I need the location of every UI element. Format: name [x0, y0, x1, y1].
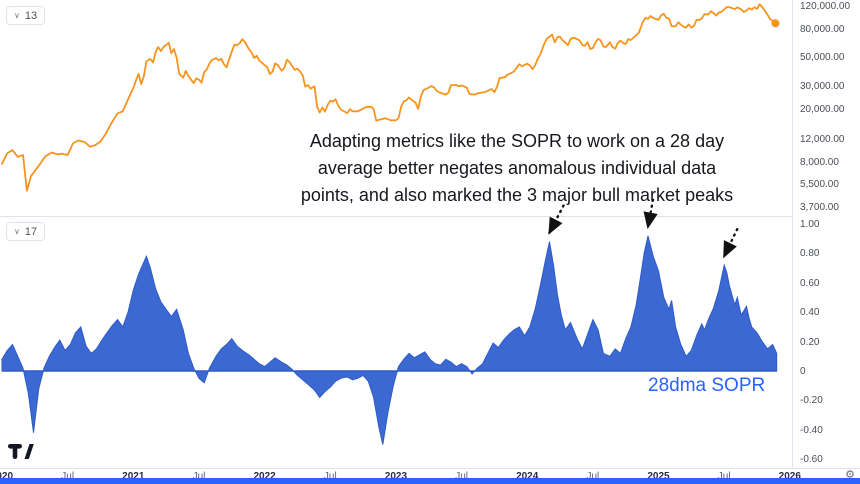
time-axis-label: Jul [717, 471, 731, 482]
horizontal-scrollbar[interactable] [0, 478, 860, 484]
time-axis-label: 2021 [122, 471, 145, 482]
time-axis-label: 2026 [778, 471, 801, 482]
time-axis-label: Jul [455, 471, 468, 482]
sopr-area-chart[interactable] [0, 217, 792, 468]
time-axis-label: 2020 [0, 471, 14, 482]
annotation-text: Adapting metrics like the SOPR to work o… [277, 128, 757, 209]
sopr-axis-label: -0.60 [800, 454, 823, 466]
time-axis-label: 2023 [384, 471, 408, 482]
time-axis-label: Jul [586, 471, 600, 482]
price-axis-label: 120,000.00 [800, 1, 851, 12]
price-axis-label: 8,000.00 [800, 157, 839, 169]
sopr-axis-label: -0.40 [800, 424, 823, 436]
time-axis-label: 2024 [516, 471, 539, 482]
price-pane[interactable] [0, 0, 792, 216]
sopr-pane[interactable] [0, 217, 792, 468]
time-axis-label: 2022 [253, 471, 276, 482]
time-axis-label: Jul [192, 471, 206, 482]
price-line-chart[interactable] [0, 0, 792, 216]
sopr-axis-label: 0.60 [800, 277, 820, 289]
sopr-series-label: 28dma SOPR [648, 375, 766, 396]
sopr-axis-label: 0.40 [800, 307, 820, 319]
price-pane-object-count: 13 [24, 9, 38, 22]
price-axis-label: 20,000.00 [800, 104, 845, 116]
time-axis-label: 2025 [647, 471, 670, 482]
sopr-pane-legend-toggle[interactable]: ∨ 17 [6, 222, 46, 241]
sopr-axis-label: 0.80 [800, 248, 820, 260]
annotation-line-3: points, and also marked the 3 major bull… [300, 185, 734, 205]
sopr-axis-label: 0.20 [800, 336, 820, 348]
sopr-axis-label: 1.00 [800, 219, 820, 230]
time-scale-axis[interactable]: 2020 Jul 2021 Jul 2022 Jul 2023 Jul 2024 Jul 2025 J… [0, 468, 860, 482]
price-axis-label: 50,000.00 [800, 51, 845, 63]
price-axis-label: 12,000.00 [800, 134, 845, 145]
pane-divider[interactable] [0, 216, 860, 217]
tradingview-logo[interactable] [8, 443, 34, 461]
gear-icon[interactable]: ⚙ [845, 469, 855, 481]
sopr-pane-object-count: 17 [24, 225, 38, 238]
sopr-area [1, 235, 778, 445]
price-axis-label: 5,500.00 [800, 179, 839, 191]
price-axis-label: 30,000.00 [800, 81, 845, 93]
price-axis-label: 80,000.00 [800, 24, 845, 36]
last-price-dot [771, 19, 780, 28]
price-line [1, 3, 777, 192]
price-axis-label: 3,700.00 [800, 201, 839, 213]
sopr-axis-label: -0.20 [800, 395, 823, 407]
annotation-line-2: average better negates anomalous individ… [317, 158, 717, 178]
price-scale-axis[interactable]: 120,000.00 80,000.00 50,000.00 30,000.00 20,… [792, 0, 860, 468]
price-pane-legend-toggle[interactable]: ∨ 13 [6, 6, 46, 25]
annotation-line-1: Adapting metrics like the SOPR to work o… [309, 131, 725, 151]
chevron-down-icon: ∨ [14, 10, 20, 20]
sopr-axis-label: 0 [800, 366, 806, 377]
time-axis-label: Jul [61, 471, 75, 482]
chevron-down-icon: ∨ [14, 226, 20, 236]
time-axis-label: Jul [323, 471, 337, 482]
